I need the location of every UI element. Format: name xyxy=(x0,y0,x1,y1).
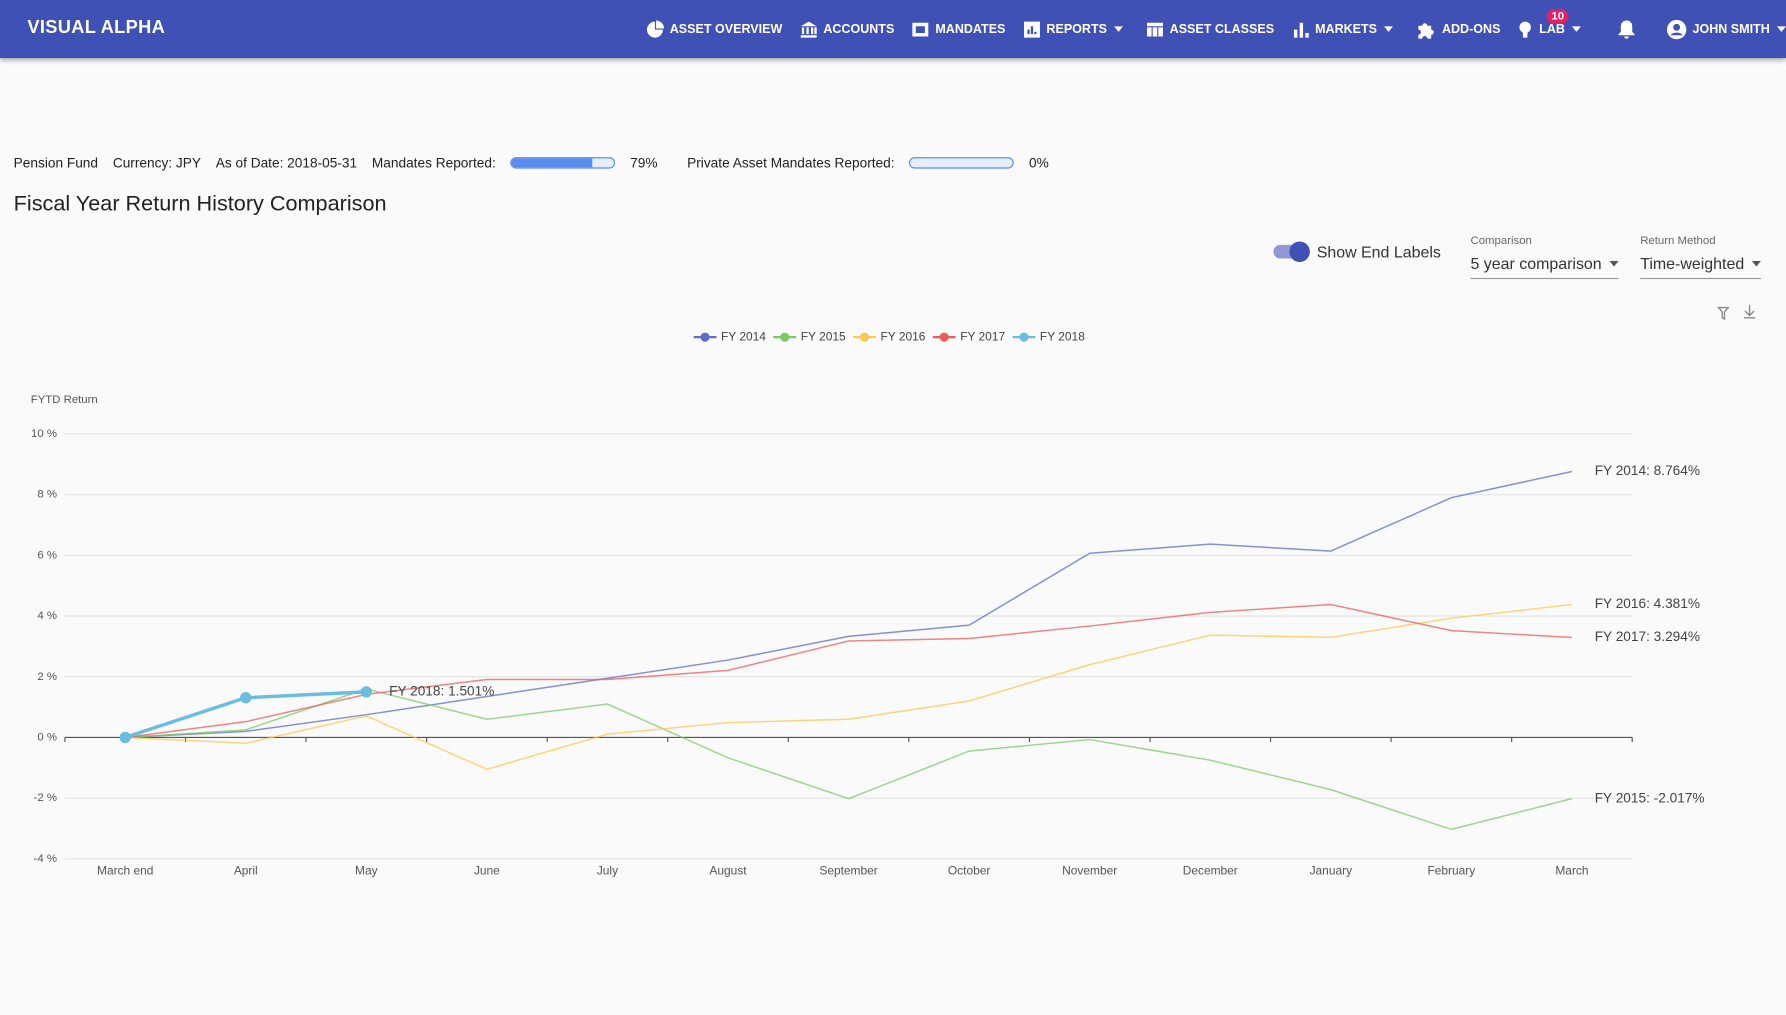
legend-label: FY 2016 xyxy=(880,329,925,343)
y-tick-label: 8 % xyxy=(37,489,57,501)
comparison-select[interactable]: Comparison 5 year comparison xyxy=(1470,234,1619,280)
x-tick-label: September xyxy=(819,864,877,878)
toggle-label: Show End Labels xyxy=(1316,242,1441,261)
download-button[interactable] xyxy=(1743,305,1756,319)
notifications[interactable] xyxy=(1617,19,1641,40)
select-value: 5 year comparison xyxy=(1470,254,1602,273)
y-tick-label: 2 % xyxy=(37,671,57,683)
select-label: Comparison xyxy=(1470,234,1532,248)
x-tick-label: May xyxy=(355,864,378,878)
menu-item[interactable]: ASSET OVERVIEW xyxy=(646,19,783,38)
series-line xyxy=(125,688,1573,831)
fund: Pension Fund xyxy=(13,154,99,171)
notification-badge: 10 xyxy=(1546,9,1569,24)
x-tick-label: January xyxy=(1310,864,1353,878)
restore-button[interactable] xyxy=(1717,306,1730,321)
progress-fill xyxy=(511,158,593,168)
menu-label: MANDATES xyxy=(935,22,1006,36)
legend-dot xyxy=(780,332,790,342)
menu-item[interactable]: ASSET CLASSES xyxy=(1146,20,1274,38)
y-tick-label: 10 % xyxy=(31,428,57,440)
x-tick-label: October xyxy=(948,864,990,878)
private-percent: 0% xyxy=(1028,154,1049,171)
legend-label: FY 2014 xyxy=(721,329,766,343)
legend-label: FY 2015 xyxy=(801,329,846,343)
menu-label: ACCOUNTS xyxy=(823,22,895,36)
menu-label: REPORTS xyxy=(1046,22,1107,36)
user-name: JOHN SMITH xyxy=(1692,22,1770,36)
x-tick-label: August xyxy=(709,864,747,878)
progress-bar xyxy=(510,157,616,169)
legend-label: FY 2018 xyxy=(1040,329,1085,343)
x-tick-label: March end xyxy=(97,864,153,878)
menu-item[interactable]: LAB xyxy=(1518,20,1587,38)
point xyxy=(119,731,131,744)
point xyxy=(360,686,373,698)
menu-label: LAB xyxy=(1539,22,1565,36)
mandates-percent: 79% xyxy=(630,154,658,171)
y-tick-label: -2 % xyxy=(34,792,57,804)
select-value: Time-weighted xyxy=(1640,254,1745,273)
brand[interactable]: VISUAL ALPHA xyxy=(27,18,166,38)
x-tick-label: March xyxy=(1555,864,1588,878)
end-labels-toggle[interactable]: Show End Labels xyxy=(1273,241,1441,262)
page-title: Fiscal Year Return History Comparison xyxy=(13,192,387,217)
menu-label: ADD-ONS xyxy=(1441,22,1501,36)
toggle-track xyxy=(1273,241,1310,262)
menu-label: ASSET CLASSES xyxy=(1169,22,1275,36)
private-label: Private Asset Mandates Reported: xyxy=(687,154,895,171)
menu: ASSET OVERVIEW ACCOUNTS MANDATES REPORTS… xyxy=(646,0,1786,58)
legend-label: FY 2017 xyxy=(960,329,1005,343)
x-tick-label: November xyxy=(1062,864,1117,878)
menu-label: ASSET OVERVIEW xyxy=(669,22,783,36)
series-line xyxy=(125,603,1573,771)
user-menu[interactable]: JOHN SMITH xyxy=(1666,19,1786,40)
info-bar: Pension Fund Currency: JPY As of Date: 2… xyxy=(14,155,1064,171)
y-tick-label: 6 % xyxy=(37,549,57,561)
progress-bar xyxy=(909,157,1015,169)
menu-item[interactable]: MANDATES xyxy=(911,20,1005,38)
select-label: Return Method xyxy=(1640,234,1716,248)
toggle-knob xyxy=(1289,241,1310,262)
end-label: FY 2018: 1.501% xyxy=(389,683,494,698)
series-line xyxy=(125,470,1573,739)
menu-item[interactable]: ACCOUNTS xyxy=(799,20,894,38)
navbar: VISUAL ALPHA ASSET OVERVIEW ACCOUNTS MAN… xyxy=(0,0,1786,59)
end-label: FY 2016: 4.381% xyxy=(1595,596,1700,611)
end-label: FY 2014: 8.764% xyxy=(1595,463,1700,478)
legend-dot xyxy=(1019,332,1029,342)
return-method-select[interactable]: Return Method Time-weighted xyxy=(1640,234,1761,280)
y-axis-label: FYTD Return xyxy=(31,394,98,406)
y-tick-label: 0 % xyxy=(37,731,57,743)
legend-dot xyxy=(859,332,870,342)
point xyxy=(240,691,252,704)
mandates-label: Mandates Reported: xyxy=(371,154,496,171)
x-tick-label: February xyxy=(1427,864,1475,878)
end-label: FY 2017: 3.294% xyxy=(1595,629,1700,644)
as-of-date: As of Date: 2018-05-31 xyxy=(215,154,358,171)
y-tick-label: -4 % xyxy=(34,853,57,865)
y-tick-label: 4 % xyxy=(37,610,57,622)
menu-label: MARKETS xyxy=(1315,22,1378,36)
menu-item[interactable]: ADD-ONS xyxy=(1416,19,1501,40)
toolbox xyxy=(1717,305,1756,321)
x-tick-label: December xyxy=(1183,864,1238,878)
legend-dot xyxy=(700,332,710,342)
x-tick-label: April xyxy=(234,864,258,878)
menu-item[interactable]: REPORTS xyxy=(1022,20,1128,38)
currency: Currency: JPY xyxy=(112,154,201,171)
end-label: FY 2015: -2.017% xyxy=(1595,790,1705,805)
x-tick-label: June xyxy=(474,864,500,878)
menu-item[interactable]: MARKETS xyxy=(1291,20,1399,38)
legend-dot xyxy=(939,332,949,342)
x-tick-label: July xyxy=(597,864,618,878)
